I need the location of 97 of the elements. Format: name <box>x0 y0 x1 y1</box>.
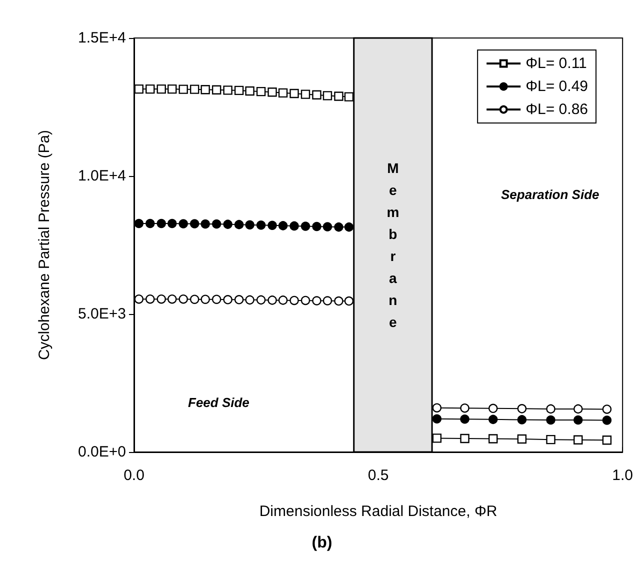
x-axis-title: Dimensionless Radial Distance, ΦR <box>259 503 498 520</box>
point <box>602 404 612 414</box>
point <box>488 404 498 413</box>
point <box>146 218 155 228</box>
y-tick-label: 5.0E+3 <box>78 306 126 322</box>
point <box>517 415 527 424</box>
point <box>178 219 188 228</box>
point <box>190 294 200 304</box>
point <box>312 90 322 100</box>
point <box>432 434 442 443</box>
point <box>460 404 470 413</box>
point <box>546 415 556 425</box>
point <box>168 218 177 228</box>
point <box>334 296 344 306</box>
point <box>300 296 310 306</box>
point <box>432 414 442 424</box>
point <box>312 296 322 306</box>
legend-label: ΦL= 0.49 <box>526 78 588 95</box>
x-tick-label: 1.0 <box>612 467 634 484</box>
y-axis-title: Cyclohexane Partial Pressure (Pa) <box>36 130 53 360</box>
point <box>300 222 310 231</box>
point <box>256 295 266 305</box>
point <box>290 88 299 98</box>
point <box>290 221 299 231</box>
point <box>268 220 277 230</box>
point <box>344 92 354 102</box>
point <box>460 414 470 424</box>
point <box>322 296 332 306</box>
y-tick-label: 1.5E+4 <box>78 30 126 46</box>
x-tick-label: 0.0 <box>124 467 144 484</box>
point <box>200 219 210 229</box>
point <box>134 218 144 228</box>
point <box>278 221 288 230</box>
point <box>134 294 144 304</box>
point <box>460 434 470 444</box>
point <box>223 86 232 95</box>
y-tick-label: 1.0E+4 <box>78 168 126 184</box>
point <box>517 434 527 444</box>
point <box>178 294 188 304</box>
point <box>190 84 200 94</box>
point <box>602 436 612 445</box>
point <box>278 88 288 98</box>
point <box>322 222 332 232</box>
point <box>245 86 254 96</box>
legend-label: ΦL= 0.86 <box>526 101 588 118</box>
point <box>334 222 344 232</box>
point <box>156 218 166 228</box>
point <box>574 415 583 425</box>
point <box>200 294 210 304</box>
point <box>602 416 612 425</box>
point <box>190 219 200 228</box>
point <box>234 86 244 96</box>
point <box>546 434 556 444</box>
point <box>344 222 354 232</box>
point <box>212 294 222 304</box>
point <box>134 84 144 94</box>
point <box>146 84 155 94</box>
point <box>168 84 177 94</box>
point <box>156 294 166 304</box>
point <box>278 296 288 305</box>
point <box>268 296 277 305</box>
point <box>223 220 232 229</box>
y-tick-label: 0.0E+0 <box>78 444 126 460</box>
point <box>156 84 166 94</box>
point <box>178 84 188 94</box>
point <box>256 86 266 96</box>
point <box>234 220 244 230</box>
point <box>300 90 310 99</box>
point <box>312 222 322 232</box>
point <box>290 296 299 306</box>
point <box>245 295 254 305</box>
point <box>212 219 222 229</box>
point <box>322 91 332 100</box>
point <box>268 87 277 97</box>
point <box>488 414 498 424</box>
point <box>517 404 527 414</box>
band-label: Membrane <box>386 160 400 330</box>
x-tick-label: 0.5 <box>368 467 389 484</box>
point <box>334 92 344 101</box>
point <box>574 435 583 444</box>
point <box>234 295 244 304</box>
annotation: Separation Side <box>501 187 600 202</box>
point <box>146 294 155 304</box>
annotation: Feed Side <box>188 395 250 410</box>
point <box>256 220 266 230</box>
point <box>574 404 583 414</box>
point <box>168 294 177 304</box>
point <box>223 295 232 304</box>
point <box>488 434 498 444</box>
legend-label: ΦL= 0.11 <box>526 55 587 72</box>
text: (b) <box>312 534 332 552</box>
point <box>200 85 210 94</box>
point <box>212 85 222 94</box>
point <box>344 296 354 306</box>
point <box>432 403 442 412</box>
point <box>546 404 556 414</box>
point <box>245 220 254 230</box>
